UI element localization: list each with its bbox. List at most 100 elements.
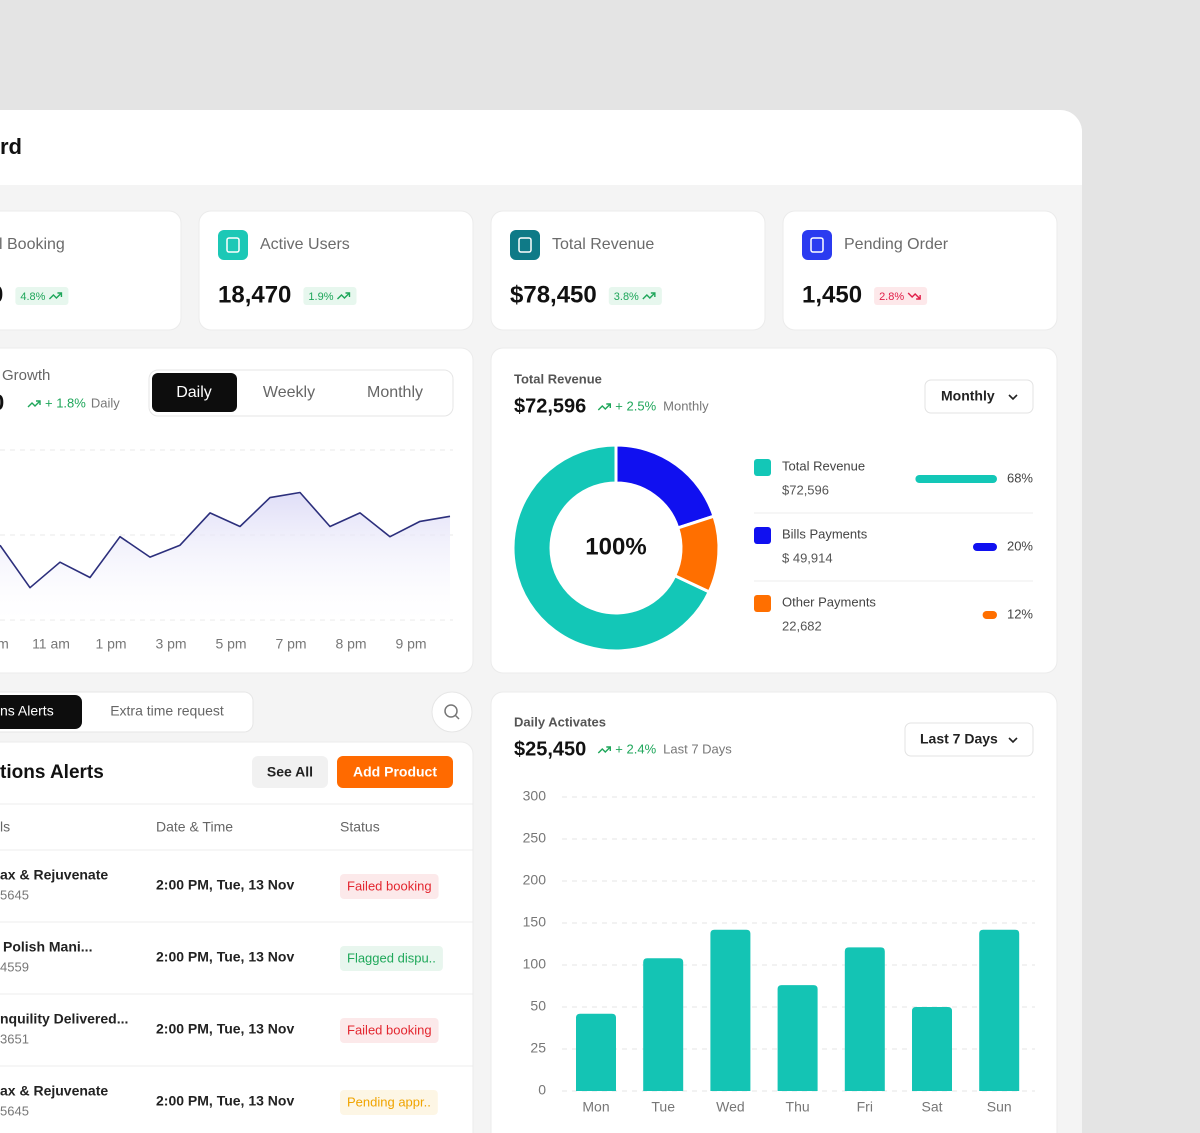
trend-icon (606, 746, 611, 751)
stat-card (782, 210, 1058, 331)
chart-value: 0 (0, 390, 4, 415)
column-header: Date & Time (156, 819, 233, 835)
change-text: 2.8% (879, 291, 904, 303)
change-badge (608, 287, 662, 305)
status-text: Failed booking (347, 878, 432, 893)
trend-icon (606, 403, 611, 408)
header-bar (0, 110, 1082, 185)
legend-bar (915, 475, 997, 483)
chart-title: Total Revenue (514, 371, 602, 386)
x-tick-label: 3 pm (155, 636, 186, 652)
row-name: ax & Rejuvenate (0, 1083, 108, 1099)
tab-active[interactable] (152, 373, 237, 412)
line-series (0, 491, 451, 589)
trend-icon (345, 292, 351, 297)
chart-title: Growth (2, 367, 50, 384)
dropdown[interactable] (924, 379, 1034, 414)
x-tick-label: 8 pm (335, 636, 366, 652)
x-tick-label: Thu (786, 1099, 810, 1115)
revenue-card (490, 347, 1058, 674)
chart-period: Monthly (663, 398, 709, 413)
legend-bar (973, 543, 997, 551)
legend-swatch (754, 527, 771, 544)
y-tick-label: 100 (523, 956, 547, 972)
change-badge (303, 287, 357, 305)
trend-icon (642, 292, 656, 300)
button-secondary[interactable] (252, 756, 328, 788)
tab: ns Alerts (0, 703, 54, 719)
row-date: 2:00 PM, Tue, 13 Nov (156, 1093, 294, 1109)
stat-value: $78,450 (510, 281, 597, 308)
chart-title: Daily Activates (514, 714, 606, 729)
y-tick-label: 50 (530, 998, 546, 1014)
bar (777, 985, 818, 1091)
tab: Weekly (263, 384, 315, 401)
chevron-icon (1008, 394, 1018, 401)
donut-segment (511, 443, 712, 653)
stat-value: 18,470 (218, 281, 291, 308)
row-date: 2:00 PM, Tue, 13 Nov (156, 1021, 294, 1037)
stat-icon (802, 230, 832, 260)
change-badge (874, 287, 928, 305)
status-text: Flagged dispu.. (347, 950, 436, 965)
x-tick-label: 9 pm (395, 636, 426, 652)
tab-active[interactable] (0, 695, 82, 729)
change-text: 1.9% (308, 291, 333, 303)
search-icon (444, 704, 458, 718)
x-tick-label: Sat (921, 1099, 942, 1115)
stat-label: Total Revenue (552, 236, 654, 253)
bar (576, 1013, 616, 1091)
row-id: 4559 (0, 959, 29, 974)
status-badge (340, 874, 439, 899)
column-header: Status (340, 819, 380, 835)
table-title: tions Alerts (0, 762, 104, 783)
x-tick-label: Tue (651, 1099, 675, 1115)
bar (979, 929, 1020, 1091)
row-date: 2:00 PM, Tue, 13 Nov (156, 877, 294, 893)
y-tick-label: 250 (523, 830, 547, 846)
stat-card (198, 210, 474, 331)
stat-icon (510, 230, 540, 260)
bar (912, 1007, 952, 1091)
trend-icon (336, 292, 350, 300)
trend-icon (57, 292, 63, 297)
dropdown-label: Monthly (941, 388, 995, 404)
change-text: 3.8% (614, 291, 639, 303)
dropdown[interactable] (904, 722, 1034, 757)
trend-icon (597, 403, 611, 411)
chart-value: $25,450 (514, 738, 586, 760)
page-title: rd (0, 134, 22, 159)
x-tick-label: 5 pm (215, 636, 246, 652)
tab: Extra time request (110, 703, 224, 719)
legend-amount: 22,682 (782, 618, 822, 633)
button-primary[interactable] (337, 756, 453, 788)
row-name: Polish Mani... (3, 939, 92, 955)
button-label: See All (267, 764, 313, 780)
trend-icon (916, 295, 921, 300)
x-tick-label: Mon (582, 1099, 609, 1115)
chevron-icon (1008, 737, 1018, 744)
stat-value: 0 (0, 281, 3, 308)
x-tick-label: Sun (987, 1099, 1012, 1115)
chart-period: Last 7 Days (663, 741, 732, 756)
legend-swatch (754, 459, 771, 476)
bar (643, 958, 684, 1091)
stat-icon-glyph (226, 237, 240, 253)
search-button[interactable] (431, 691, 473, 733)
status-badge (340, 946, 443, 971)
stat-icon-glyph (810, 237, 824, 253)
stat-card (490, 210, 766, 331)
stat-label: l Booking (0, 236, 65, 253)
trend-icon (36, 400, 41, 405)
y-tick-label: 0 (538, 1082, 546, 1098)
x-tick-label: m (0, 636, 9, 652)
row-id: 5645 (0, 1103, 29, 1118)
row-name: nquility Delivered... (0, 1011, 128, 1027)
button-label: Add Product (353, 764, 437, 780)
stat-label: Active Users (260, 236, 350, 253)
legend-label: Other Payments (782, 594, 876, 609)
change-text: 4.8% (20, 291, 45, 303)
trend-icon (597, 746, 611, 754)
dropdown-label: Last 7 Days (920, 731, 998, 747)
